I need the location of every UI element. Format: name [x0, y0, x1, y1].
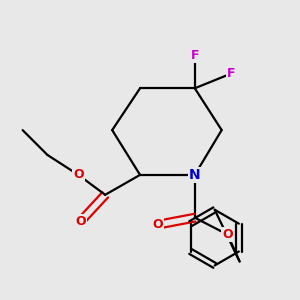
- Text: O: O: [75, 215, 86, 228]
- Text: O: O: [222, 228, 233, 241]
- Text: F: F: [190, 49, 199, 62]
- Text: F: F: [227, 67, 236, 80]
- Text: O: O: [153, 218, 163, 231]
- Text: N: N: [189, 168, 201, 182]
- Text: O: O: [73, 168, 84, 182]
